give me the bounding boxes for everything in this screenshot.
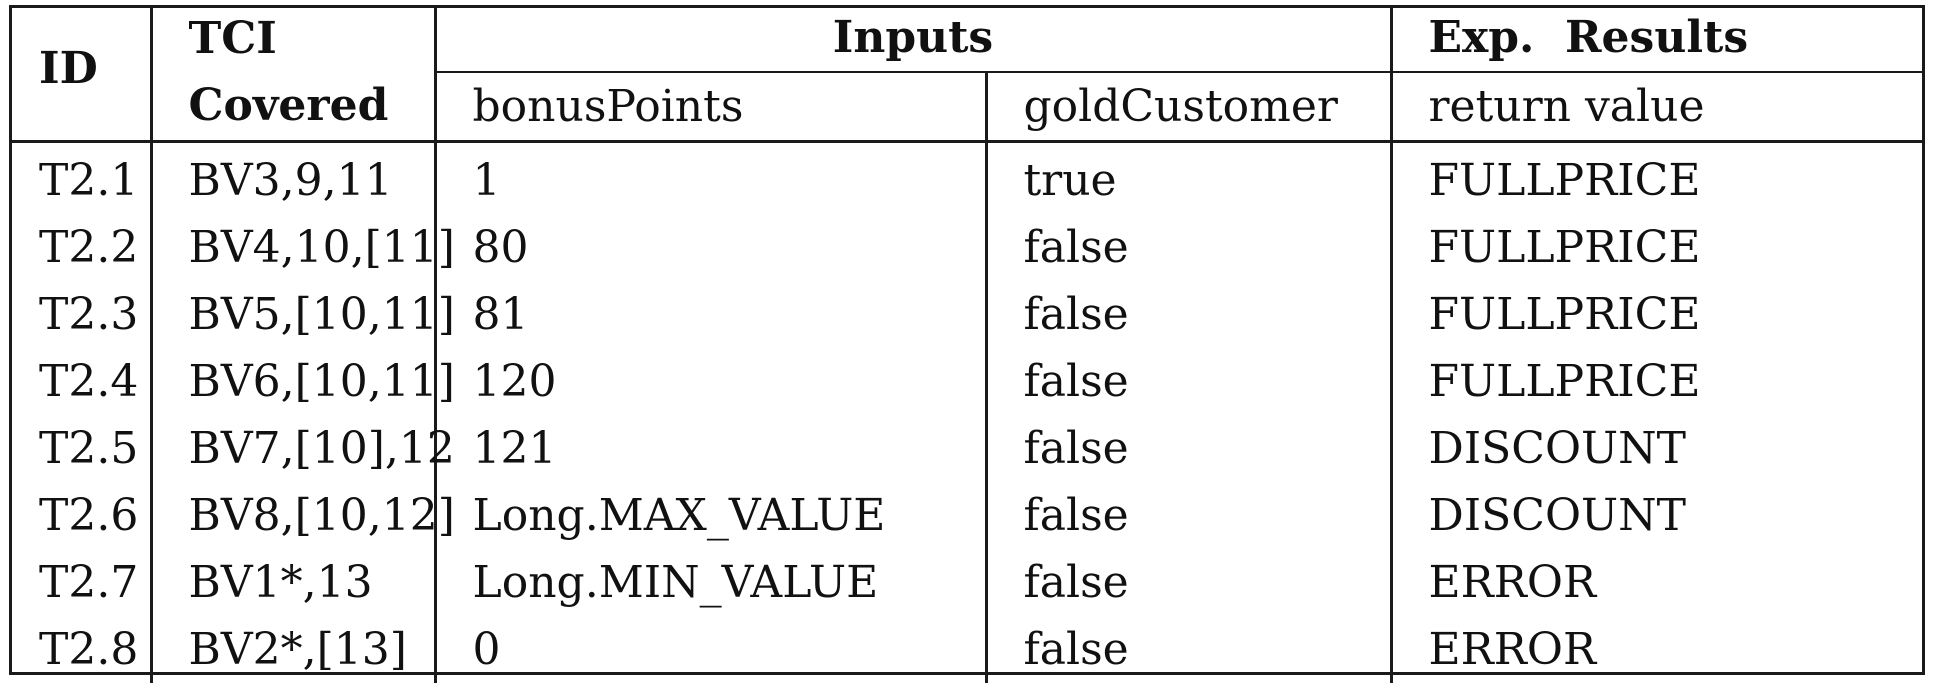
header-tci-line2: Covered [149, 72, 435, 142]
cell-tci: BV1*,13 [149, 549, 435, 616]
cell-id: T2.3 [39, 288, 139, 340]
cell-id: T2.8 [39, 623, 139, 675]
cell-bonus-points: 0 [433, 616, 986, 683]
cell-id: T2.4 [39, 355, 139, 407]
cell-tci: BV5,[10,11] [149, 281, 455, 348]
header-exp-results: Exp. Results [1389, 5, 1925, 73]
cell-gold-customer: false [984, 616, 1391, 683]
cell-bonus-points: 80 [433, 214, 986, 281]
header-row-top: ID TCI Inputs Exp. Results [9, 5, 1925, 90]
cell-return-value: FULLPRICE [1389, 214, 1925, 281]
cell-id: T2.1 [39, 154, 139, 206]
cell-id: T2.7 [39, 556, 139, 608]
table-row: T2.5 BV7,[10],12 121 false DISCOUNT [9, 415, 1925, 482]
cell-bonus-points: 81 [433, 281, 986, 348]
table-border [9, 5, 1925, 675]
table-row: T2.4 BV6,[10,11] 120 false FULLPRICE [9, 348, 1925, 415]
cell-tci: BV7,[10],12 [149, 415, 455, 482]
cell-return-value: ERROR [1389, 616, 1925, 683]
cell-tci: BV2*,[13] [149, 616, 435, 683]
cell-id: T2.6 [39, 489, 139, 541]
cell-tci: BV8,[10,12] [149, 482, 455, 549]
cell-gold-customer: false [984, 415, 1391, 482]
cell-bonus-points: 121 [433, 415, 986, 482]
cell-gold-customer: false [984, 549, 1391, 616]
header-row-bottom: Covered bonusPoints goldCustomer return … [9, 72, 1925, 142]
cell-return-value: DISCOUNT [1389, 415, 1925, 482]
cell-tci: BV3,9,11 [149, 141, 435, 214]
cell-bonus-points: Long.MIN_VALUE [433, 549, 986, 616]
header-gold-customer: goldCustomer [984, 72, 1391, 142]
cell-id: T2.5 [39, 422, 139, 474]
header-id: ID [39, 43, 98, 94]
test-case-table: ID TCI Inputs Exp. Results Covered bonus… [9, 5, 1925, 683]
cell-tci: BV6,[10,11] [149, 348, 455, 415]
cell-return-value: FULLPRICE [1389, 141, 1925, 214]
header-inputs: Inputs [433, 5, 1391, 73]
cell-tci: BV4,10,[11] [149, 214, 455, 281]
cell-gold-customer: false [984, 482, 1391, 549]
cell-bonus-points: 120 [433, 348, 986, 415]
cell-bonus-points: Long.MAX_VALUE [433, 482, 986, 549]
cell-gold-customer: false [984, 214, 1391, 281]
header-tci-line1: TCI [149, 5, 435, 72]
header-bonus-points: bonusPoints [433, 72, 986, 142]
cell-bonus-points: 1 [433, 141, 986, 214]
cell-gold-customer: false [984, 281, 1391, 348]
cell-return-value: FULLPRICE [1389, 281, 1925, 348]
cell-return-value: ERROR [1389, 549, 1925, 616]
header-return-value: return value [1389, 72, 1925, 142]
cell-return-value: DISCOUNT [1389, 482, 1925, 549]
cell-id: T2.2 [39, 221, 139, 273]
table-row: T2.7 BV1*,13 Long.MIN_VALUE false ERROR [9, 549, 1925, 616]
table-row: T2.2 BV4,10,[11] 80 false FULLPRICE [9, 214, 1925, 281]
cell-return-value: FULLPRICE [1389, 348, 1925, 415]
cell-gold-customer: true [984, 141, 1391, 214]
table-row: T2.6 BV8,[10,12] Long.MAX_VALUE false DI… [9, 482, 1925, 549]
cell-gold-customer: false [984, 348, 1391, 415]
table-row: T2.3 BV5,[10,11] 81 false FULLPRICE [9, 281, 1925, 348]
table-row: T2.1 BV3,9,11 1 true FULLPRICE [9, 141, 1925, 214]
table-row: T2.8 BV2*,[13] 0 false ERROR [9, 616, 1925, 683]
